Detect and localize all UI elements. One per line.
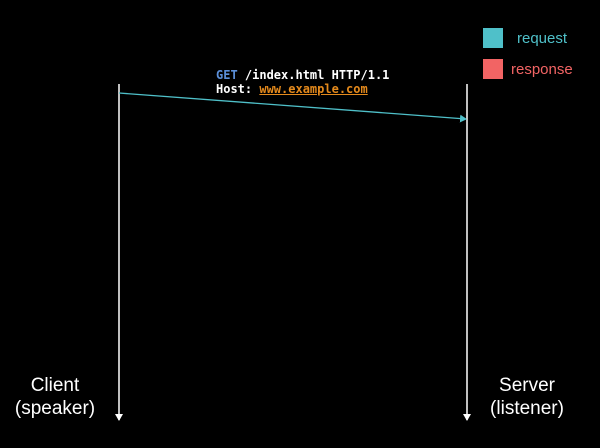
- legend-response: response: [483, 59, 573, 79]
- http-method: GET: [216, 68, 238, 82]
- request-line: GET /index.html HTTP/1.1: [216, 68, 389, 82]
- client-name: Client: [30, 375, 80, 396]
- client-role: (speaker): [14, 398, 96, 419]
- client-actor: Client (speaker): [0, 374, 110, 420]
- server-actor: Server (listener): [472, 374, 582, 420]
- request-target: /index.html HTTP/1.1: [237, 68, 390, 82]
- response-swatch: [483, 59, 503, 79]
- request-swatch: [483, 28, 503, 48]
- server-name: Server: [499, 375, 555, 396]
- host-header: Host: www.example.com: [216, 82, 389, 96]
- legend-request: request: [483, 28, 567, 48]
- host-header-label: Host:: [216, 82, 260, 96]
- request-label: request: [517, 29, 568, 47]
- response-label: response: [511, 60, 573, 78]
- http-request-message: GET /index.html HTTP/1.1 Host: www.examp…: [216, 68, 389, 96]
- request-arrow: [118, 92, 467, 123]
- host-link[interactable]: www.example.com: [259, 82, 368, 96]
- server-role: (listener): [490, 398, 564, 419]
